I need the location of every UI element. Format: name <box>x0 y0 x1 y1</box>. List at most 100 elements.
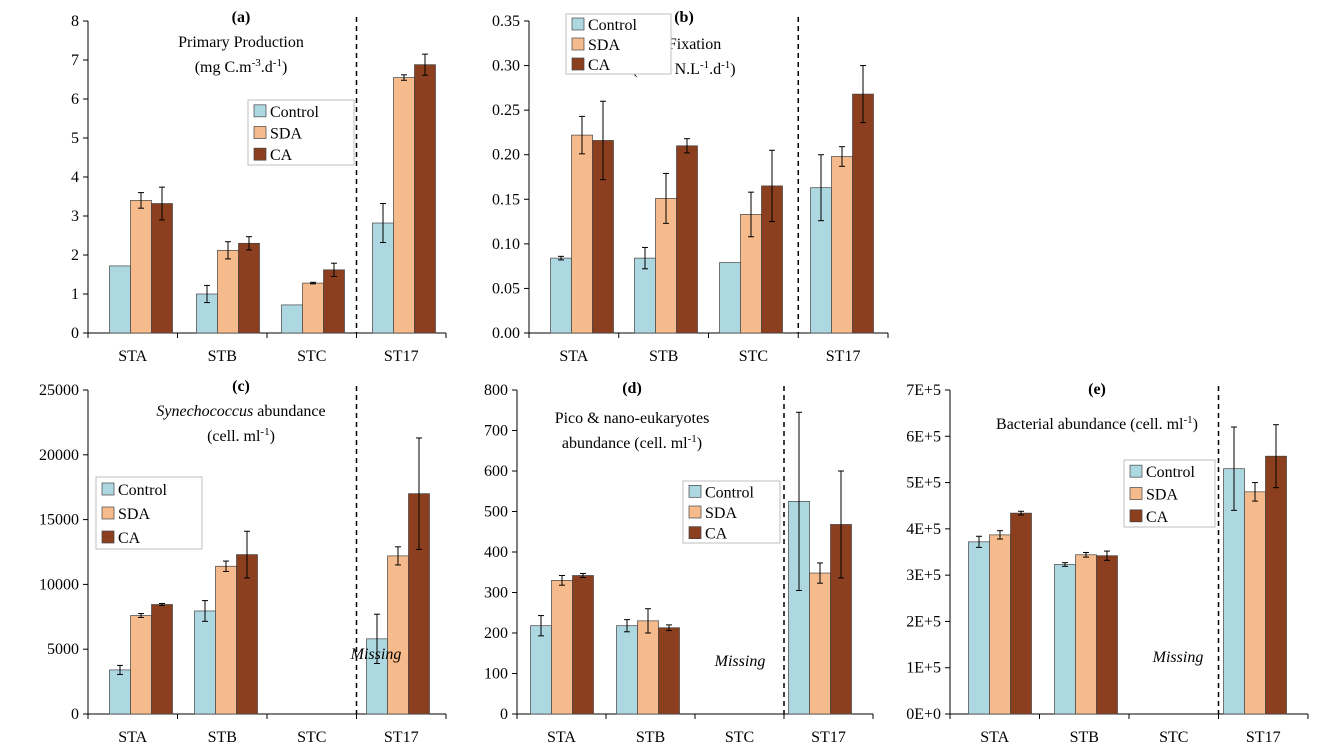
y-tick-label: 4 <box>71 169 79 186</box>
bar-control-sta <box>109 265 131 334</box>
legend: Control SDA CA <box>682 480 781 544</box>
bar-control-stb <box>1054 564 1076 715</box>
chart-title: Primary Production <box>178 34 304 51</box>
legend-label: SDA <box>1146 487 1178 504</box>
legend: Control SDA CA <box>247 99 355 166</box>
bar-control-stb <box>616 625 638 715</box>
x-tick-label: STB <box>208 729 237 746</box>
y-tick-label: 6E+5 <box>906 428 941 445</box>
x-tick-label: STC <box>297 729 326 746</box>
legend-swatch-sda <box>688 505 702 519</box>
legend-label: Control <box>270 104 319 121</box>
bar-sda-st17 <box>393 77 415 334</box>
chart-subtitle: (mg C.m-3.d-1) <box>195 57 288 76</box>
x-tick-label: STC <box>725 729 754 746</box>
bar-sda-sta <box>989 534 1011 715</box>
legend-label: CA <box>1146 509 1169 526</box>
legend-label: Control <box>1146 464 1195 481</box>
y-tick-label: 0 <box>71 325 79 342</box>
legend-swatch-sda <box>253 126 267 139</box>
bar-sda-stb <box>1075 554 1097 715</box>
panel-label: (c) <box>232 378 250 395</box>
chart-panel-e: 0E+0 1E+5 2E+5 3E+5 4E+5 5E+5 6E+5 7E+5 STA STB ST… <box>906 381 1309 746</box>
legend-label: Control <box>588 17 637 34</box>
y-tick-label: 0.25 <box>492 102 520 119</box>
bar-control-stb <box>634 257 656 334</box>
y-tick-label: 7 <box>71 52 79 69</box>
y-tick-label: 400 <box>484 544 508 561</box>
y-tick-label: 800 <box>484 382 508 399</box>
bar-ca-stb <box>676 145 698 334</box>
bar-control-stb <box>194 610 216 715</box>
legend-label: CA <box>270 147 293 164</box>
legend-label: Control <box>118 482 167 499</box>
chart-panel-c: 0 5000 10000 15000 20000 25000 STA STB STC ST17 (c… <box>39 378 447 746</box>
legend: Control SDA CA <box>95 476 203 550</box>
missing-label: Missing <box>350 646 402 663</box>
panel-label: (d) <box>622 380 642 397</box>
bar-ca-st17 <box>1265 455 1287 715</box>
missing-label: Missing <box>1152 649 1204 666</box>
bar-sda-sta <box>551 579 573 715</box>
panel-label: (a) <box>232 9 251 26</box>
y-tick-label: 0.10 <box>492 236 520 253</box>
chart-subtitle: (cell. ml-1) <box>207 426 275 445</box>
y-tick-label: 0.05 <box>492 280 520 297</box>
legend-swatch-ca <box>1129 509 1143 523</box>
legend: Control SDA CA <box>565 13 672 75</box>
x-tick-label: STC <box>1159 729 1188 746</box>
y-tick-label: 15000 <box>39 512 79 529</box>
x-tick-label: STB <box>649 348 678 365</box>
y-tick-label: 2E+5 <box>906 613 941 630</box>
bar-ca-sta <box>1010 512 1032 715</box>
bar-sda-st17 <box>1244 491 1266 715</box>
panel-label: (b) <box>674 9 694 26</box>
bar-sda-sta <box>571 134 593 334</box>
legend-swatch-ca <box>688 526 702 540</box>
y-tick-label: 600 <box>484 463 508 480</box>
x-tick-label: ST17 <box>384 348 419 365</box>
y-tick-label: 6 <box>71 91 79 108</box>
chart-title: Synechococcus abundance <box>156 403 325 420</box>
bar-ca-st17 <box>852 93 874 334</box>
y-tick-label: 20000 <box>39 447 79 464</box>
bar-control-stc <box>719 262 741 334</box>
x-tick-label: STB <box>208 348 237 365</box>
y-tick-label: 1 <box>71 286 79 303</box>
x-tick-label: STB <box>636 729 665 746</box>
chart-panel-d: 0 100 200 300 400 500 600 700 800 STA STB STC ST17 (d… <box>484 380 874 746</box>
y-tick-label: 0 <box>500 706 508 723</box>
bar-sda-stc <box>302 282 324 334</box>
y-tick-label: 500 <box>484 504 508 521</box>
bar-ca-st17 <box>414 64 436 334</box>
bar-ca-stb <box>236 554 258 715</box>
y-tick-label: 0.35 <box>492 13 520 30</box>
legend-swatch-sda <box>101 506 115 520</box>
y-tick-label: 700 <box>484 423 508 440</box>
bar-control-sta <box>550 257 572 334</box>
y-tick-label: 10000 <box>39 576 79 593</box>
x-tick-label: STA <box>118 729 147 746</box>
bar-ca-stb <box>658 627 680 715</box>
legend-swatch-sda <box>1129 487 1143 500</box>
x-tick-label: STC <box>297 348 326 365</box>
y-tick-label: 300 <box>484 585 508 602</box>
bar-sda-st17 <box>809 572 831 715</box>
legend-label: SDA <box>588 37 620 54</box>
legend-label: CA <box>118 530 141 547</box>
bar-control-sta <box>968 541 990 715</box>
bar-sda-stb <box>215 565 237 715</box>
legend: Control SDA CA <box>1123 459 1216 528</box>
legend-label: SDA <box>270 126 302 143</box>
y-tick-label: 100 <box>484 666 508 683</box>
y-tick-label: 8 <box>71 13 79 30</box>
legend-swatch-control <box>571 17 585 31</box>
chart-title: Bacterial abundance (cell. ml-1) <box>996 414 1198 433</box>
bar-sda-stb <box>637 620 659 715</box>
y-tick-label: 0 <box>71 706 79 723</box>
y-tick-label: 5E+5 <box>906 475 941 492</box>
y-tick-label: 4E+5 <box>906 521 941 538</box>
legend-label: Control <box>705 484 754 501</box>
chart-panel-b: 0.00 0.05 0.10 0.15 0.20 0.25 0.30 0.35 STA STB ST… <box>492 9 889 365</box>
legend-label: SDA <box>705 505 737 522</box>
